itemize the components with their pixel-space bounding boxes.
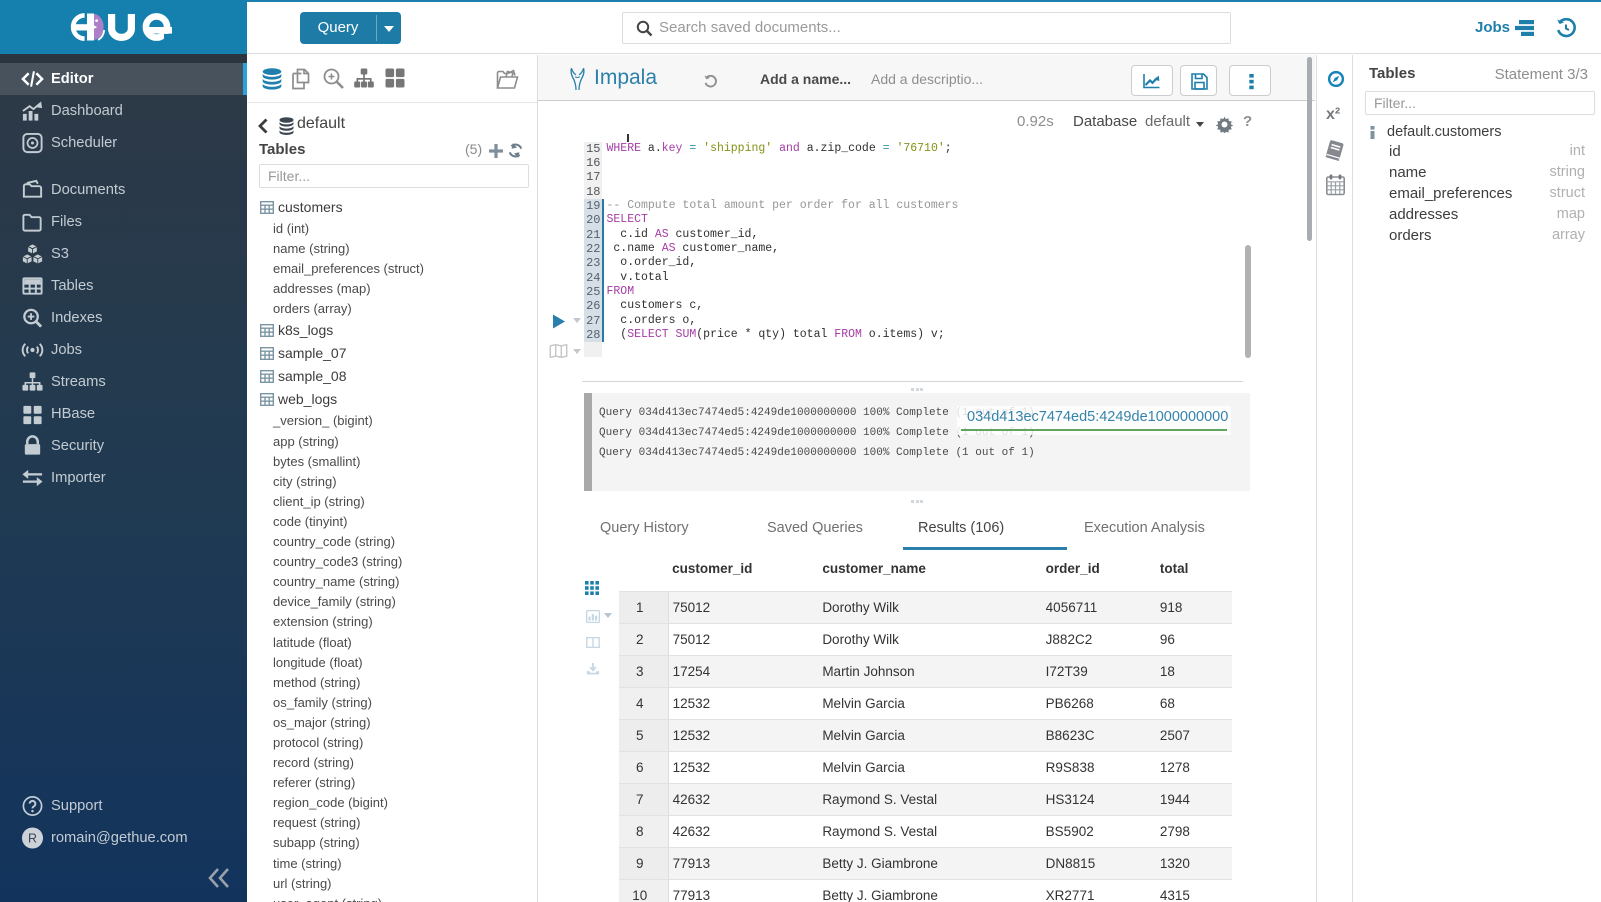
svg-text:R: R [28,831,37,845]
